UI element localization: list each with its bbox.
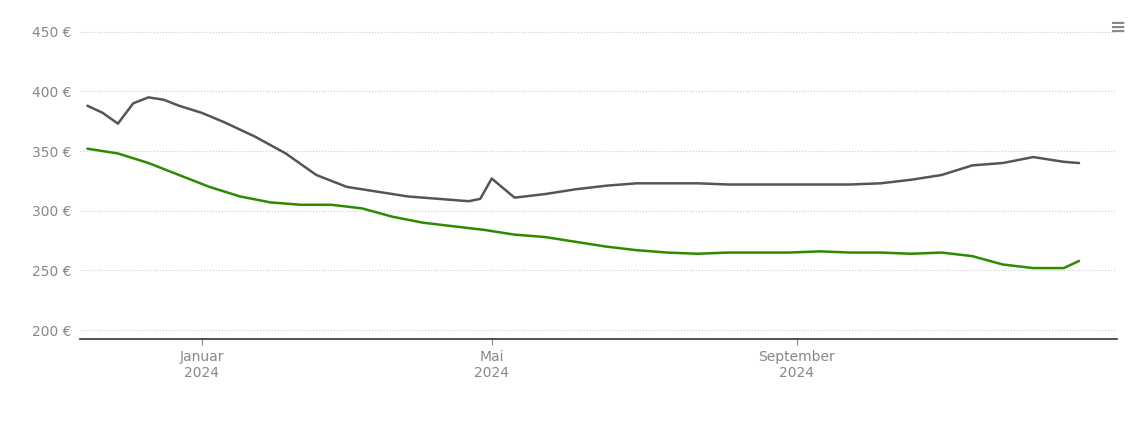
Sackware bbox=[96, 110, 109, 115]
Sackware bbox=[904, 177, 918, 182]
Sackware bbox=[401, 194, 415, 199]
Sackware bbox=[844, 182, 857, 187]
lose Ware bbox=[752, 250, 766, 255]
Sackware bbox=[996, 161, 1010, 166]
lose Ware bbox=[874, 250, 888, 255]
Sackware bbox=[966, 163, 979, 168]
lose Ware bbox=[691, 251, 705, 256]
Sackware bbox=[813, 182, 826, 187]
Text: ≡: ≡ bbox=[1110, 17, 1126, 36]
lose Ware bbox=[935, 250, 948, 255]
lose Ware bbox=[263, 200, 277, 205]
Sackware bbox=[370, 189, 384, 194]
lose Ware bbox=[1073, 258, 1086, 263]
lose Ware bbox=[569, 239, 583, 244]
Sackware bbox=[1057, 159, 1070, 164]
lose Ware bbox=[1057, 266, 1070, 271]
Sackware bbox=[600, 183, 613, 188]
lose Ware bbox=[447, 224, 461, 229]
lose Ware bbox=[81, 146, 95, 151]
Sackware bbox=[431, 196, 445, 201]
Sackware bbox=[127, 101, 140, 106]
Sackware bbox=[473, 196, 487, 201]
Sackware bbox=[484, 176, 498, 181]
lose Ware bbox=[325, 202, 339, 207]
Sackware bbox=[629, 181, 643, 186]
Sackware bbox=[81, 103, 95, 108]
lose Ware bbox=[416, 220, 430, 225]
lose Ware bbox=[294, 202, 308, 207]
lose Ware bbox=[966, 253, 979, 259]
lose Ware bbox=[385, 214, 399, 219]
Sackware bbox=[462, 199, 475, 204]
Sackware bbox=[538, 191, 552, 197]
Sackware bbox=[157, 97, 171, 102]
lose Ware bbox=[722, 250, 735, 255]
Line: Sackware: Sackware bbox=[88, 97, 1080, 201]
lose Ware bbox=[904, 251, 918, 256]
lose Ware bbox=[234, 194, 247, 199]
lose Ware bbox=[141, 161, 155, 166]
Sackware bbox=[172, 103, 186, 108]
Sackware bbox=[782, 182, 796, 187]
Sackware bbox=[279, 151, 293, 156]
Sackware bbox=[874, 181, 888, 186]
Sackware bbox=[569, 187, 583, 192]
lose Ware bbox=[478, 227, 491, 233]
lose Ware bbox=[844, 250, 857, 255]
lose Ware bbox=[782, 250, 796, 255]
Sackware bbox=[1026, 155, 1040, 160]
lose Ware bbox=[111, 151, 124, 156]
Sackware bbox=[141, 95, 155, 100]
lose Ware bbox=[203, 184, 217, 190]
Sackware bbox=[660, 181, 674, 186]
lose Ware bbox=[996, 262, 1010, 267]
Sackware bbox=[507, 195, 521, 200]
Sackware bbox=[722, 182, 735, 187]
Line: lose Ware: lose Ware bbox=[88, 149, 1080, 268]
Sackware bbox=[1073, 161, 1086, 166]
Sackware bbox=[752, 182, 766, 187]
lose Ware bbox=[507, 232, 521, 237]
Sackware bbox=[218, 120, 231, 125]
lose Ware bbox=[600, 244, 613, 249]
lose Ware bbox=[629, 247, 643, 253]
Sackware bbox=[340, 184, 353, 190]
lose Ware bbox=[172, 172, 186, 178]
lose Ware bbox=[538, 234, 552, 240]
lose Ware bbox=[660, 250, 674, 255]
lose Ware bbox=[356, 206, 369, 211]
lose Ware bbox=[1026, 266, 1040, 271]
Sackware bbox=[309, 172, 323, 178]
Sackware bbox=[691, 181, 705, 186]
Sackware bbox=[195, 110, 209, 115]
Sackware bbox=[111, 121, 124, 126]
lose Ware bbox=[813, 249, 826, 254]
Sackware bbox=[249, 134, 262, 139]
Sackware bbox=[935, 172, 948, 178]
